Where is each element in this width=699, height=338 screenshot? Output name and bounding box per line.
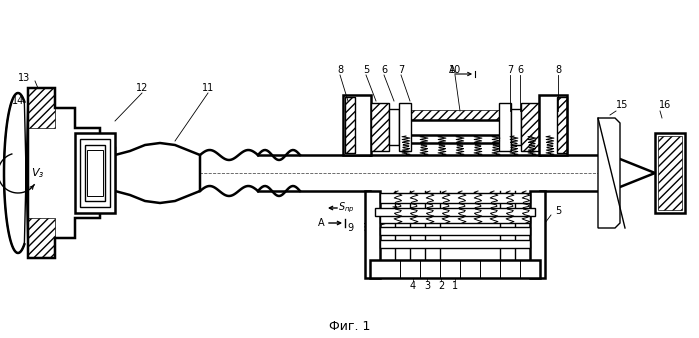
Bar <box>365 191 380 278</box>
Text: 5: 5 <box>363 65 369 75</box>
Text: 2: 2 <box>438 281 444 291</box>
Bar <box>557 97 567 153</box>
Bar <box>85 145 105 201</box>
Bar <box>370 110 540 120</box>
Text: 15: 15 <box>616 100 628 110</box>
Bar <box>371 103 389 151</box>
Bar <box>343 95 371 155</box>
Text: 4: 4 <box>410 281 416 291</box>
Text: 7: 7 <box>507 65 513 75</box>
Text: 16: 16 <box>659 100 671 110</box>
Bar <box>521 103 539 151</box>
Text: 12: 12 <box>136 83 148 93</box>
Text: 1: 1 <box>452 281 458 291</box>
Bar <box>655 133 685 213</box>
Bar <box>370 120 540 135</box>
Text: 8: 8 <box>337 65 343 75</box>
Bar <box>380 227 530 235</box>
Text: 6: 6 <box>517 65 523 75</box>
Bar <box>80 139 110 207</box>
Text: 8: 8 <box>555 65 561 75</box>
Bar <box>380 215 530 223</box>
Bar <box>380 193 530 203</box>
Bar <box>370 143 540 155</box>
Bar <box>539 95 567 155</box>
Bar <box>345 97 355 153</box>
Text: 6: 6 <box>381 65 387 75</box>
Bar <box>530 191 545 278</box>
Bar <box>370 260 540 278</box>
Text: Фиг. 1: Фиг. 1 <box>329 319 370 333</box>
Bar <box>28 218 55 258</box>
Bar <box>345 97 355 153</box>
Text: 10: 10 <box>449 65 461 75</box>
Polygon shape <box>610 155 655 191</box>
Bar <box>75 133 115 213</box>
Bar <box>658 136 682 210</box>
Bar <box>375 208 535 216</box>
Text: $V_з$: $V_з$ <box>31 166 45 180</box>
Text: 5: 5 <box>555 206 561 216</box>
Text: 3: 3 <box>424 281 430 291</box>
Bar <box>499 103 511 151</box>
Polygon shape <box>598 118 620 228</box>
Text: 9: 9 <box>347 223 353 233</box>
Text: 11: 11 <box>202 83 214 93</box>
Bar <box>28 88 55 128</box>
Bar <box>87 150 103 196</box>
Text: $S_{пр}$: $S_{пр}$ <box>338 201 355 215</box>
Text: 7: 7 <box>398 65 404 75</box>
Bar <box>557 97 567 153</box>
Text: 13: 13 <box>18 73 30 83</box>
Bar <box>389 109 399 145</box>
Bar <box>521 103 539 151</box>
Bar <box>511 109 521 145</box>
Bar <box>380 240 530 248</box>
Bar <box>399 103 411 151</box>
Text: 14: 14 <box>12 96 24 106</box>
Text: A: A <box>449 65 455 75</box>
Polygon shape <box>28 88 115 258</box>
Polygon shape <box>4 93 28 253</box>
Polygon shape <box>115 143 200 203</box>
Text: A: A <box>318 218 325 228</box>
Bar <box>371 103 389 151</box>
